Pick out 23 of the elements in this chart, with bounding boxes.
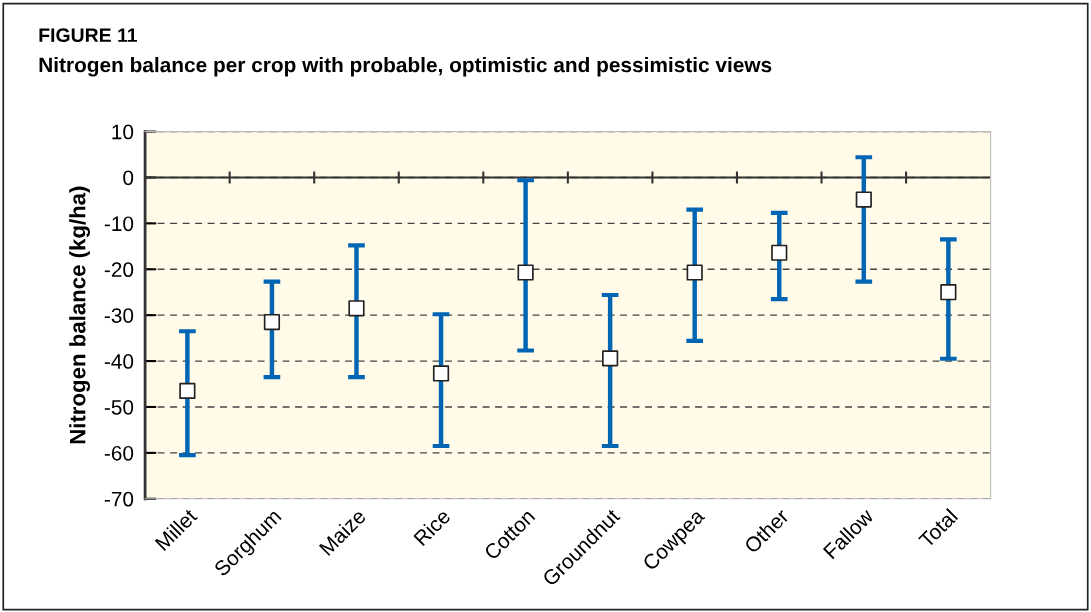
y-tick-label: -50 — [104, 399, 134, 415]
chart-subtitle: Nitrogen balance per crop with probable, optimistic and pessimistic views — [39, 56, 772, 77]
point — [263, 313, 281, 331]
y-tick-label: -60 — [104, 445, 134, 461]
point — [602, 350, 619, 367]
point — [855, 191, 872, 208]
y-tick-label: 10 — [112, 124, 134, 140]
point — [348, 300, 365, 317]
point — [686, 264, 703, 281]
point — [940, 284, 957, 301]
y-tick-label: -20 — [104, 262, 134, 278]
x-tick-label: Rice — [412, 507, 452, 547]
point — [517, 264, 534, 281]
y-axis-title: Nitrogen balance (kg/ha) — [69, 186, 90, 444]
point — [179, 382, 196, 400]
y-tick-label: -40 — [104, 354, 134, 369]
y-tick-label: -30 — [104, 308, 134, 323]
point — [432, 365, 450, 382]
point — [771, 244, 788, 261]
y-tick-label: 0 — [123, 170, 134, 186]
y-tick-label: -10 — [104, 216, 134, 232]
y-tick-label: -70 — [104, 491, 134, 507]
chart-title: FIGURE 11 — [39, 28, 138, 43]
